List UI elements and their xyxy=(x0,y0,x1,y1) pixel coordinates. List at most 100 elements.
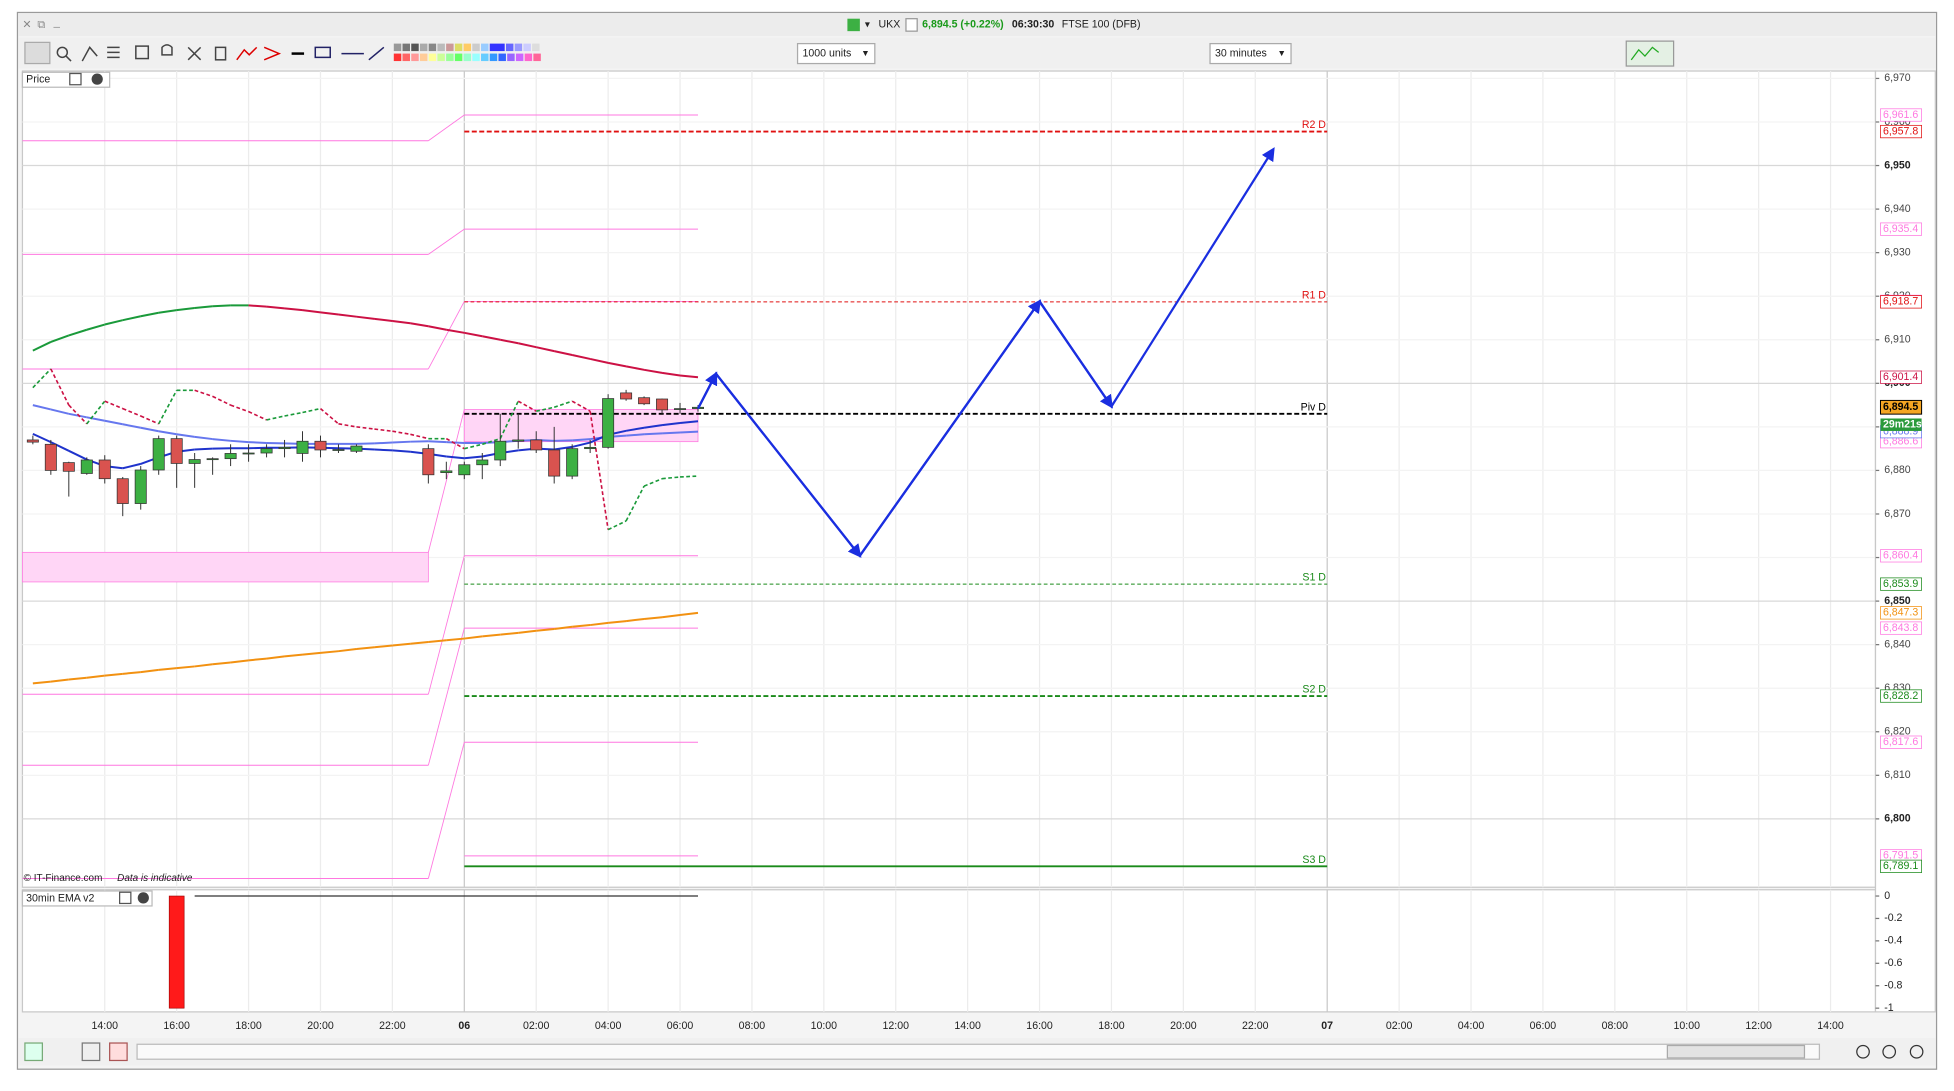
close-button[interactable]: ✕ xyxy=(22,19,31,31)
scroll-thumb[interactable] xyxy=(1666,1044,1806,1059)
level-label-box xyxy=(1880,859,1922,873)
panel-close[interactable] xyxy=(91,73,103,85)
x-tick-label: 18:00 xyxy=(1098,1020,1125,1032)
units-dropdown[interactable] xyxy=(796,42,876,65)
indicator-segment xyxy=(194,663,213,668)
indicator-segment xyxy=(248,441,267,444)
series-label-box xyxy=(1880,606,1922,620)
y-tick-label: 6,910 xyxy=(1884,334,1911,346)
trail-segment xyxy=(356,426,375,430)
chart-style-button[interactable] xyxy=(1625,40,1675,67)
indicator-segment xyxy=(392,642,411,647)
x-tick-label: 14:00 xyxy=(1817,1020,1844,1032)
trail-segment xyxy=(302,407,321,414)
dropdown-arrow: ▼ xyxy=(861,48,870,58)
candle-body xyxy=(26,439,39,443)
indicator-segment xyxy=(661,371,681,377)
trail-segment xyxy=(499,400,519,439)
indicator-segment xyxy=(68,676,87,681)
indicator-segment xyxy=(625,426,645,432)
copyright: © IT-Finance.com xyxy=(24,873,103,884)
indicator-segment xyxy=(679,420,699,424)
series-label: 6,847.3 xyxy=(1883,607,1918,619)
x-tick-label: 08:00 xyxy=(1602,1020,1629,1032)
candle-body xyxy=(476,459,489,466)
indicator-segment xyxy=(320,650,339,654)
x-tick-label: 16:00 xyxy=(163,1020,190,1032)
chart-style-icon xyxy=(1630,46,1660,61)
trail-segment xyxy=(625,485,645,522)
disclaimer: Data is indicative xyxy=(117,873,193,884)
band-label: 6,961.6 xyxy=(1883,109,1918,121)
band-label: 6,817.6 xyxy=(1883,736,1918,748)
trail-segment xyxy=(445,437,465,450)
indicator-segment xyxy=(356,646,375,651)
zoom-in[interactable] xyxy=(1909,1044,1924,1059)
panel-maximize[interactable] xyxy=(119,891,132,905)
bottom-tool[interactable] xyxy=(109,1042,128,1062)
symbol: UKX xyxy=(879,19,901,31)
symbol-dropdown[interactable]: ▾ xyxy=(865,20,870,31)
indicator-segment xyxy=(410,322,429,328)
indicator-segment xyxy=(446,328,465,334)
band-label: 6,791.5 xyxy=(1883,850,1918,862)
indicator-segment xyxy=(122,423,141,429)
pointer-tool[interactable] xyxy=(24,41,51,65)
indicator-segment xyxy=(554,445,573,451)
info-icon[interactable] xyxy=(905,18,918,32)
y-tick-label: 6,830 xyxy=(1884,682,1911,694)
indicator-segment xyxy=(86,416,105,422)
x-tick-label: 16:00 xyxy=(1026,1020,1053,1032)
indicator-segment xyxy=(212,438,231,442)
dropdown-arrow: ▼ xyxy=(1277,48,1286,58)
scrollbar[interactable] xyxy=(136,1043,1821,1060)
interval-dropdown[interactable] xyxy=(1209,42,1292,65)
zoom-out[interactable] xyxy=(1882,1044,1897,1059)
candle-body xyxy=(494,440,507,461)
indicator-segment xyxy=(643,368,663,374)
indicator-segment xyxy=(212,661,231,666)
bottom-tool[interactable] xyxy=(81,1042,101,1062)
y-tick-label: 6,930 xyxy=(1884,246,1911,258)
candle-body xyxy=(62,462,75,472)
trail-segment xyxy=(464,443,483,450)
indicator-segment xyxy=(176,665,195,670)
indicator-segment xyxy=(194,305,213,309)
indicator-segment xyxy=(607,361,627,368)
indicator-segment xyxy=(626,433,645,437)
candle-body xyxy=(44,443,57,471)
indicator-segment xyxy=(464,635,483,640)
panel-close[interactable] xyxy=(137,892,149,904)
detach-button[interactable]: ⧉ xyxy=(37,19,45,31)
level-label: 6,853.9 xyxy=(1883,578,1918,590)
trail-segment xyxy=(32,368,52,389)
indicator-segment xyxy=(661,421,681,427)
trail-segment xyxy=(319,407,339,425)
indicator-panel xyxy=(21,889,1877,1013)
indicator-segment xyxy=(122,462,141,470)
minimize-button[interactable]: _ xyxy=(53,16,61,28)
indicator-segment xyxy=(176,433,195,438)
zone-connector xyxy=(427,409,465,553)
band-label-box xyxy=(1880,222,1922,236)
indicator-segment xyxy=(500,338,519,345)
x-tick-label: 06:00 xyxy=(667,1020,694,1032)
price-tag xyxy=(21,71,111,88)
indicator-segment xyxy=(500,631,519,636)
indicator-segment xyxy=(572,438,591,442)
panel-maximize[interactable] xyxy=(69,72,82,86)
indicator-segment xyxy=(158,430,177,436)
y-tick-label: 0 xyxy=(1884,890,1890,902)
chart-layer: 14:00 16:00 18:00 20:00 22:00 06 02:00 04:00 06:… xyxy=(22,71,1923,1032)
bottom-tool[interactable] xyxy=(24,1042,43,1062)
indicator-segment xyxy=(410,641,429,645)
candle-body xyxy=(620,392,633,400)
indicator-title: 30min EMA v2 xyxy=(26,892,94,904)
indicator-segment xyxy=(86,323,106,331)
indicator-segment xyxy=(158,667,177,671)
candle-body xyxy=(548,449,561,477)
x-tick-label: 12:00 xyxy=(883,1020,910,1032)
band-connector xyxy=(428,228,465,255)
trail-segment xyxy=(86,400,106,425)
zoom-fit[interactable] xyxy=(1856,1044,1870,1059)
